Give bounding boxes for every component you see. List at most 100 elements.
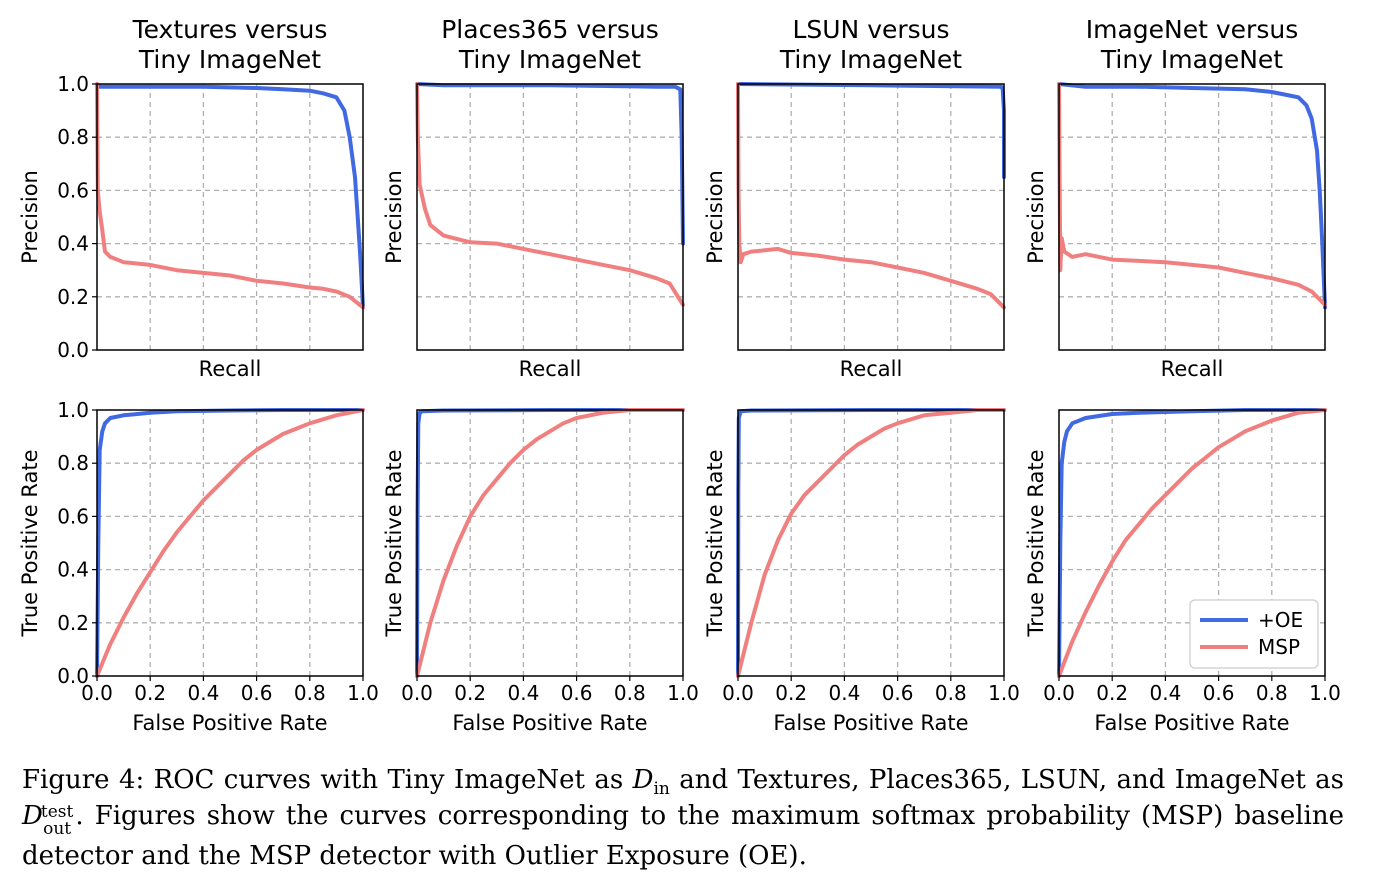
figure: 0.0 0.2 0.4 0.6 0.8 1.0 Recall Precision Texture… <box>18 15 1341 735</box>
x-tick-label: 0.4 <box>828 681 860 705</box>
x-tick-label: 0.6 <box>561 681 593 705</box>
caption-prefix: Figure 4: ROC curves with Tiny ImageNet … <box>22 765 633 795</box>
y-axis-label: True Positive Rate <box>703 449 727 637</box>
caption-d-out-sup: test <box>40 802 74 822</box>
y-tick-label: 0.4 <box>57 558 89 582</box>
x-tick-label: 0.4 <box>1149 681 1181 705</box>
series-msp-line <box>1057 408 1327 678</box>
x-tick-label: 0.0 <box>722 681 754 705</box>
y-tick-label: 0.4 <box>57 232 89 256</box>
series-msp-line <box>95 82 365 310</box>
y-axis-label: True Positive Rate <box>382 449 406 637</box>
x-tick-label: 1.0 <box>1309 681 1341 705</box>
y-tick-label: 0.0 <box>57 338 89 362</box>
y-tick-label: 0.8 <box>57 125 89 149</box>
chart-title-line-1: ImageNet versus <box>1086 15 1298 44</box>
figure-svg: 0.0 0.2 0.4 0.6 0.8 1.0 Recall Precision Texture… <box>18 15 1341 735</box>
x-tick-label: 0.6 <box>882 681 914 705</box>
x-tick-label: 0.2 <box>454 681 486 705</box>
chart-title-line-1: Textures versus <box>132 15 328 44</box>
x-axis-label: False Positive Rate <box>773 711 968 735</box>
series-oe-line <box>1057 82 1327 310</box>
x-tick-label: 0.0 <box>1043 681 1075 705</box>
caption-d-in-sub: in <box>653 779 670 800</box>
chart-title-line-2: Tiny ImageNet <box>779 45 962 74</box>
x-tick-label: 1.0 <box>988 681 1020 705</box>
series-msp-line <box>415 408 685 678</box>
x-axis-label: Recall <box>519 357 582 381</box>
y-axis-label: True Positive Rate <box>1024 449 1048 637</box>
plot-frame <box>737 83 1005 351</box>
caption-middle: and Textures, Places365, LSUN, and Image… <box>669 765 1344 795</box>
y-tick-label: 0.6 <box>57 504 89 528</box>
x-tick-label: 0.8 <box>935 681 967 705</box>
series-msp-line <box>736 408 1006 678</box>
plot-frame <box>416 409 684 677</box>
caption-d-out-symbol: D <box>22 801 43 831</box>
chart-6: 0.0 0.2 0.4 0.6 0.8 1.0 False Positive Rate Tru… <box>382 408 699 735</box>
y-axis-label: Precision <box>18 170 42 264</box>
x-tick-label: 1.0 <box>667 681 699 705</box>
x-tick-label: 0.6 <box>1203 681 1235 705</box>
y-tick-label: 0.2 <box>57 611 89 635</box>
x-tick-label: 1.0 <box>347 681 379 705</box>
y-tick-label: 0.0 <box>57 664 89 688</box>
figure-caption: Figure 4: ROC curves with Tiny ImageNet … <box>22 762 1344 874</box>
y-tick-label: 0.2 <box>57 285 89 309</box>
series-msp-line <box>1057 82 1327 307</box>
x-tick-label: 0.8 <box>1256 681 1288 705</box>
chart-title-line-2: Tiny ImageNet <box>138 45 321 74</box>
chart-title-line-1: Places365 versus <box>441 15 659 44</box>
x-tick-label: 0.6 <box>241 681 273 705</box>
series-oe-line <box>95 408 365 678</box>
x-tick-label: 0.2 <box>134 681 166 705</box>
chart-7: 0.0 0.2 0.4 0.6 0.8 1.0 False Positive Rate Tru… <box>703 408 1020 735</box>
x-axis-label: False Positive Rate <box>452 711 647 735</box>
x-tick-label: 0.2 <box>775 681 807 705</box>
x-tick-label: 0.2 <box>1096 681 1128 705</box>
caption-d-out-sub: out <box>43 819 72 839</box>
caption-d-in-symbol: D <box>632 765 654 795</box>
plot-frame <box>737 409 1005 677</box>
series-oe-line <box>1057 408 1327 678</box>
x-tick-label: 0.8 <box>294 681 326 705</box>
y-axis-label: Precision <box>703 170 727 264</box>
y-tick-label: 0.6 <box>57 178 89 202</box>
x-axis-label: Recall <box>1161 357 1224 381</box>
x-tick-label: 0.4 <box>187 681 219 705</box>
y-axis-label: Precision <box>1024 170 1048 264</box>
x-tick-label: 0.4 <box>507 681 539 705</box>
x-axis-label: False Positive Rate <box>1094 711 1289 735</box>
chart-5: 0.0 0.2 0.4 0.6 0.8 1.0 0.0 0.2 0.4 0.6 0.8 1.0 Fals… <box>18 398 379 735</box>
plot-frame <box>96 409 364 677</box>
caption-d-out-scripts: test out <box>41 804 73 838</box>
x-tick-label: 0.0 <box>401 681 433 705</box>
y-tick-label: 1.0 <box>57 72 89 96</box>
series-oe-line <box>415 82 685 246</box>
chart-title-line-1: LSUN versus <box>792 15 949 44</box>
series-msp-line <box>415 82 685 307</box>
chart-8: 0.0 0.2 0.4 0.6 0.8 1.0 False Positive Rate Tru… <box>1024 408 1341 735</box>
caption-suffix: . Figures show the curves corresponding … <box>22 801 1344 871</box>
plot-frame <box>96 83 364 351</box>
plot-frame <box>1058 83 1326 351</box>
plot-frame <box>416 83 684 351</box>
y-tick-label: 1.0 <box>57 398 89 422</box>
series-oe-line <box>95 82 365 310</box>
chart-title-line-2: Tiny ImageNet <box>458 45 641 74</box>
legend-box <box>1189 599 1319 669</box>
chart-1: 0.0 0.2 0.4 0.6 0.8 1.0 Recall Precision Texture… <box>18 15 365 381</box>
legend-msp-label: MSP <box>1258 635 1300 659</box>
legend-oe-label: +OE <box>1258 608 1303 632</box>
y-axis-label: True Positive Rate <box>18 449 42 637</box>
x-axis-label: Recall <box>199 357 262 381</box>
series-msp-line <box>95 408 365 678</box>
x-axis-label: Recall <box>840 357 903 381</box>
x-tick-label: 0.0 <box>81 681 113 705</box>
plot-frame <box>1058 409 1326 677</box>
chart-title-line-2: Tiny ImageNet <box>1100 45 1283 74</box>
x-tick-label: 0.8 <box>614 681 646 705</box>
